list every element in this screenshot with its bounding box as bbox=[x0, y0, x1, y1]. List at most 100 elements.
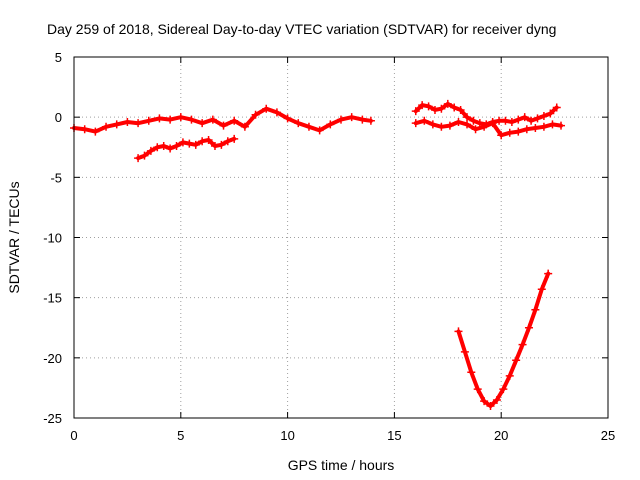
y-tick-label: -20 bbox=[43, 351, 62, 366]
data-point bbox=[546, 109, 555, 118]
data-point bbox=[80, 125, 89, 134]
y-tick-label: 0 bbox=[55, 110, 62, 125]
data-point bbox=[514, 127, 523, 136]
data-point bbox=[198, 137, 207, 146]
x-tick-label: 15 bbox=[387, 428, 401, 443]
data-point bbox=[531, 305, 540, 314]
data-point bbox=[240, 122, 249, 131]
data-point bbox=[537, 285, 546, 294]
data-point bbox=[172, 142, 181, 151]
data-point bbox=[445, 121, 454, 130]
data-point bbox=[166, 115, 175, 124]
data-point bbox=[153, 143, 162, 152]
data-point bbox=[512, 356, 521, 365]
data-point bbox=[191, 140, 200, 149]
data-point bbox=[475, 119, 484, 128]
data-point bbox=[230, 116, 239, 125]
data-point bbox=[557, 121, 566, 130]
y-axis-label: SDTVAR / TECUs bbox=[6, 181, 22, 293]
data-point bbox=[204, 136, 213, 145]
data-point bbox=[520, 113, 529, 122]
data-point bbox=[480, 122, 489, 131]
data-point bbox=[524, 323, 533, 332]
data-point bbox=[469, 116, 478, 125]
data-point bbox=[471, 125, 480, 134]
data-point bbox=[522, 125, 531, 134]
data-point bbox=[217, 140, 226, 149]
data-point bbox=[507, 117, 516, 126]
data-point bbox=[527, 116, 536, 125]
data-point bbox=[210, 142, 219, 151]
series-1 bbox=[70, 104, 375, 136]
data-point bbox=[112, 120, 121, 129]
data-point bbox=[456, 105, 465, 114]
data-point bbox=[358, 115, 367, 124]
data-point bbox=[539, 111, 548, 120]
data-point bbox=[460, 347, 469, 356]
data-point bbox=[178, 138, 187, 147]
x-tick-label: 10 bbox=[280, 428, 294, 443]
data-point bbox=[251, 110, 260, 119]
x-tick-label: 5 bbox=[177, 428, 184, 443]
data-point bbox=[514, 115, 523, 124]
x-tick-label: 20 bbox=[494, 428, 508, 443]
data-point bbox=[134, 119, 143, 128]
data-point bbox=[505, 371, 514, 380]
y-tick-label: -5 bbox=[50, 170, 62, 185]
data-point bbox=[467, 368, 476, 377]
data-point bbox=[443, 99, 452, 108]
data-point bbox=[102, 122, 111, 131]
data-point bbox=[463, 113, 472, 122]
series-4 bbox=[411, 116, 566, 140]
data-point bbox=[159, 142, 168, 151]
data-point bbox=[552, 103, 561, 112]
data-point bbox=[497, 131, 506, 140]
data-point bbox=[272, 108, 281, 117]
data-point bbox=[315, 126, 324, 135]
data-point bbox=[454, 117, 463, 126]
data-point bbox=[411, 119, 420, 128]
x-tick-label: 25 bbox=[601, 428, 615, 443]
data-point bbox=[420, 116, 429, 125]
x-axis-label: GPS time / hours bbox=[288, 457, 395, 473]
data-point bbox=[262, 104, 271, 113]
data-point bbox=[411, 107, 420, 116]
data-point bbox=[123, 117, 132, 126]
data-point bbox=[424, 102, 433, 111]
data-point bbox=[480, 397, 489, 406]
data-point bbox=[144, 116, 153, 125]
data-point bbox=[428, 120, 437, 129]
data-point bbox=[450, 103, 459, 112]
data-point bbox=[418, 101, 427, 110]
data-point bbox=[176, 113, 185, 122]
y-tick-label: -15 bbox=[43, 291, 62, 306]
y-tick-label: -25 bbox=[43, 411, 62, 426]
data-point bbox=[198, 119, 207, 128]
data-point bbox=[187, 115, 196, 124]
y-tick-label: 5 bbox=[55, 50, 62, 65]
data-point bbox=[486, 401, 495, 410]
data-point bbox=[347, 113, 356, 122]
data-point bbox=[437, 104, 446, 113]
data-point bbox=[134, 154, 143, 163]
data-point bbox=[146, 146, 155, 155]
data-point bbox=[230, 134, 239, 143]
data-point bbox=[223, 137, 232, 146]
data-point bbox=[518, 340, 527, 349]
data-points bbox=[70, 99, 566, 410]
data-point bbox=[548, 120, 557, 129]
data-point bbox=[505, 128, 514, 137]
data-point bbox=[454, 327, 463, 336]
data-point bbox=[208, 115, 217, 124]
axis-ticks: 0 5 10 15 20 25 5 0 -5 -10 -15 -20 -25 bbox=[43, 50, 615, 443]
data-point bbox=[539, 122, 548, 131]
data-point bbox=[155, 114, 164, 123]
data-point bbox=[326, 120, 335, 129]
data-point bbox=[366, 116, 375, 125]
series-2 bbox=[134, 134, 239, 163]
data-point bbox=[91, 127, 100, 136]
data-point bbox=[185, 139, 194, 148]
data-point bbox=[337, 115, 345, 124]
